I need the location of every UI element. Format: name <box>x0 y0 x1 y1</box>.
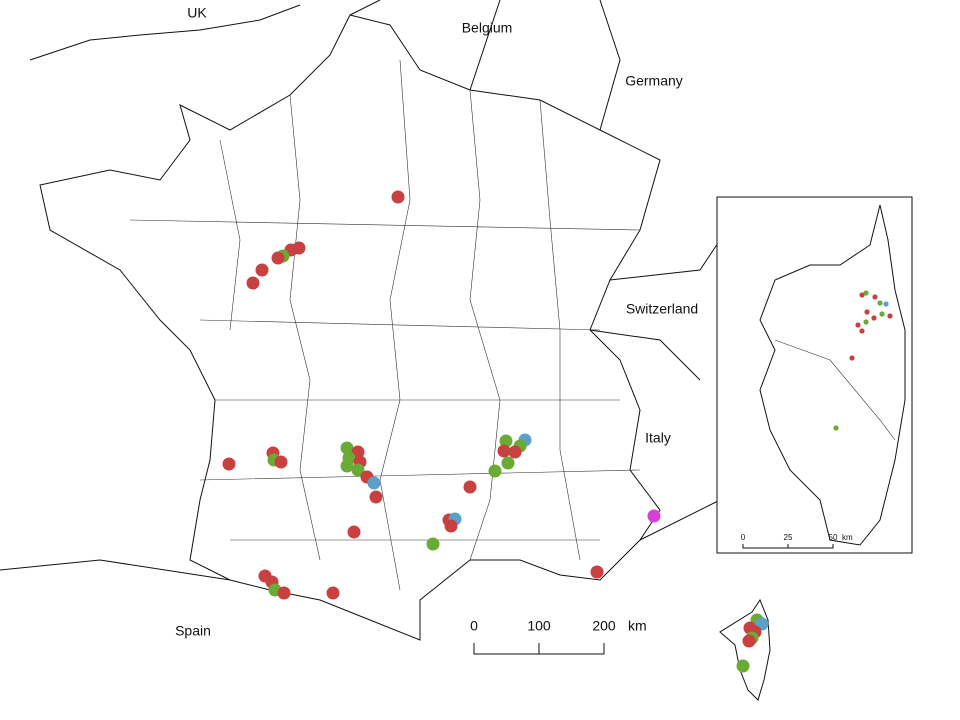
inset-scale-label: 0 <box>741 533 746 542</box>
inset-sample-point <box>863 290 869 296</box>
scale-label: 200 <box>592 618 616 634</box>
inset-sample-point <box>849 355 855 361</box>
sample-point <box>277 586 291 600</box>
scale-label: 100 <box>527 618 551 634</box>
inset-corsica <box>759 204 906 546</box>
sample-point <box>647 509 661 523</box>
inset-sample-point <box>872 294 878 300</box>
inset-sample-point <box>879 311 885 317</box>
inset-sample-point <box>859 292 865 298</box>
sample-point <box>340 459 354 473</box>
inset-sample-point <box>883 301 889 307</box>
sample-point <box>444 519 458 533</box>
inset-scale-bar <box>742 544 834 549</box>
sample-point <box>501 456 515 470</box>
country-label: UK <box>187 5 207 21</box>
inset-sample-point <box>877 300 883 306</box>
corsica <box>719 598 771 701</box>
sample-point <box>246 276 260 290</box>
sample-point <box>274 455 288 469</box>
inset-department-border <box>774 339 896 441</box>
scale-label: 0 <box>470 618 478 634</box>
sample-point <box>271 251 285 265</box>
sample-point <box>367 476 381 490</box>
sample-point <box>508 445 522 459</box>
sample-point <box>255 263 269 277</box>
sample-point <box>351 463 365 477</box>
inset-sample-point <box>833 425 839 431</box>
neighbour-borders <box>0 0 721 581</box>
inset-frame <box>716 196 913 554</box>
country-label: Italy <box>645 430 671 446</box>
country-label: Belgium <box>462 20 513 36</box>
sample-point <box>369 490 383 504</box>
department-borders <box>129 59 641 591</box>
sample-point <box>426 537 440 551</box>
inset-scale-unit: km <box>842 533 853 542</box>
sample-point <box>463 480 477 494</box>
inset-scale-label: 50 <box>829 533 838 542</box>
sample-point <box>497 444 511 458</box>
sample-point <box>488 464 502 478</box>
inset-sample-point <box>863 319 869 325</box>
sample-point <box>347 525 361 539</box>
sample-points <box>222 190 893 673</box>
sample-point <box>340 441 354 455</box>
france-outline <box>39 14 661 641</box>
sample-point <box>326 586 340 600</box>
inset-scale-label: 25 <box>784 533 793 542</box>
sample-point <box>391 190 405 204</box>
inset-sample-point <box>859 328 865 334</box>
sample-point <box>222 457 236 471</box>
scale-bar <box>473 643 605 655</box>
sample-point <box>742 634 756 648</box>
inset-sample-point <box>871 315 877 321</box>
inset-sample-point <box>855 322 861 328</box>
sample-point <box>590 565 604 579</box>
country-label: Switzerland <box>626 301 698 317</box>
inset-sample-point <box>887 313 893 319</box>
scale-unit: km <box>628 618 647 634</box>
country-label: Spain <box>175 623 211 639</box>
sample-point <box>736 659 750 673</box>
sample-point <box>499 434 513 448</box>
uk-coast <box>29 4 301 61</box>
country-label: Germany <box>625 73 683 89</box>
inset-sample-point <box>864 309 870 315</box>
